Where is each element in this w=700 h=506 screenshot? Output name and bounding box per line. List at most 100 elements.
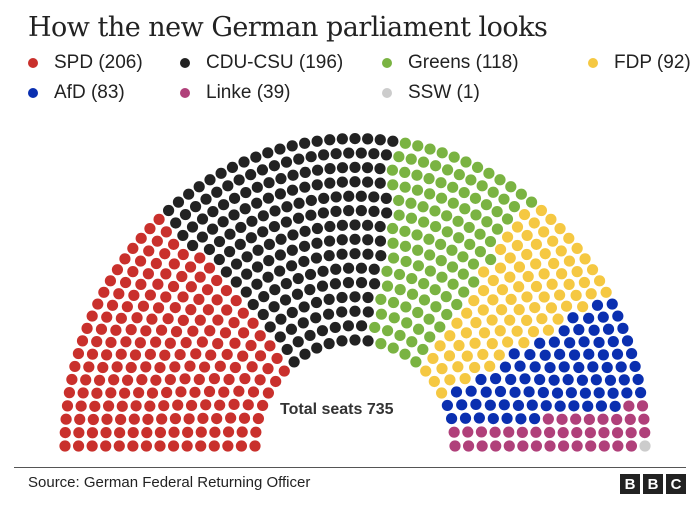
seat-spd [181,440,193,452]
seat-afd [475,373,487,386]
seat-fdp [494,325,506,337]
seat-cdu-csu [269,284,281,296]
seat-afd [607,336,619,348]
seat-afd [499,361,512,373]
seat-greens [400,301,412,313]
seat-fdp [502,336,514,348]
seat-cdu-csu [362,133,374,145]
seat-linke [503,426,515,438]
seat-afd [573,324,585,336]
seat-spd [211,294,223,306]
seat-cdu-csu [349,233,361,245]
seat-cdu-csu [343,190,355,202]
seat-cdu-csu [207,206,219,218]
seat-fdp [443,350,456,362]
seat-cdu-csu [251,261,264,273]
legend-dot [382,88,392,98]
legend-label: FDP (92) [614,52,691,73]
seat-spd [177,291,189,303]
seat-cdu-csu [342,262,355,274]
seat-linke [503,440,515,452]
seat-spd [156,413,168,425]
seat-cdu-csu [349,176,361,188]
seat-afd [621,387,633,399]
seat-greens [381,265,393,277]
seat-afd [593,387,605,399]
seat-greens [460,156,472,168]
seat-spd [247,317,259,329]
seat-spd [182,426,194,438]
seat-cdu-csu [251,197,263,209]
seat-fdp [513,304,525,316]
seat-spd [194,314,206,326]
seat-spd [91,387,103,399]
seat-afd [573,361,585,374]
seat-linke [570,413,582,425]
seat-spd [204,325,216,337]
seat-spd [164,337,176,349]
seat-spd [257,399,269,412]
seat-linke [489,426,501,438]
seat-cdu-csu [322,308,335,320]
seat-cdu-csu [368,148,380,160]
seat-fdp [585,288,597,300]
seat-spd [233,385,245,397]
seat-cdu-csu [368,278,381,290]
seat-cdu-csu [286,306,298,319]
seat-cdu-csu [217,216,229,228]
seat-spd [152,302,165,314]
seat-spd [187,325,199,337]
seat-cdu-csu [263,238,275,250]
divider [14,467,686,468]
seat-fdp [571,242,583,255]
seat-greens [405,197,417,209]
seat-spd [184,261,197,273]
seat-fdp [527,326,540,338]
seat-cdu-csu [258,291,270,303]
seat-afd [611,348,624,360]
seat-spd [105,387,117,399]
seat-greens [375,338,387,350]
seat-greens [491,223,504,235]
seat-cdu-csu [305,209,317,221]
seat-afd [537,386,549,399]
seat-spd [113,440,125,452]
seat-cdu-csu [196,213,209,225]
seat-greens [452,215,464,227]
seat-linke [516,426,528,438]
seat-spd [115,413,127,426]
seat-fdp [453,339,465,352]
seat-fdp [513,261,526,273]
seat-spd [160,226,172,238]
seat-afd [609,400,621,412]
seat-cdu-csu [224,228,236,240]
seat-linke [638,413,650,425]
seat-cdu-csu [317,207,329,219]
seat-greens [399,166,411,179]
seat-afd [551,387,564,399]
seat-spd [235,440,248,452]
seat-spd [119,276,132,289]
seat-spd [250,426,262,438]
seat-afd [597,349,610,361]
seat-spd [212,338,224,350]
seat-fdp [461,350,473,362]
seat-greens [501,213,514,225]
seat-spd [238,412,251,424]
seat-spd [179,373,191,385]
seat-greens [436,271,448,283]
seat-spd [194,252,206,264]
seat-spd [144,348,156,360]
seat-cdu-csu [324,134,336,146]
seat-linke [475,426,488,438]
seat-cdu-csu [330,148,342,160]
seat-cdu-csu [186,221,199,233]
seat-spd [141,427,153,439]
seat-fdp [593,275,606,287]
seat-afd [514,360,526,372]
seat-cdu-csu [299,225,311,237]
seat-fdp [539,248,551,260]
seat-afd [593,336,605,349]
seat-greens [393,151,405,163]
